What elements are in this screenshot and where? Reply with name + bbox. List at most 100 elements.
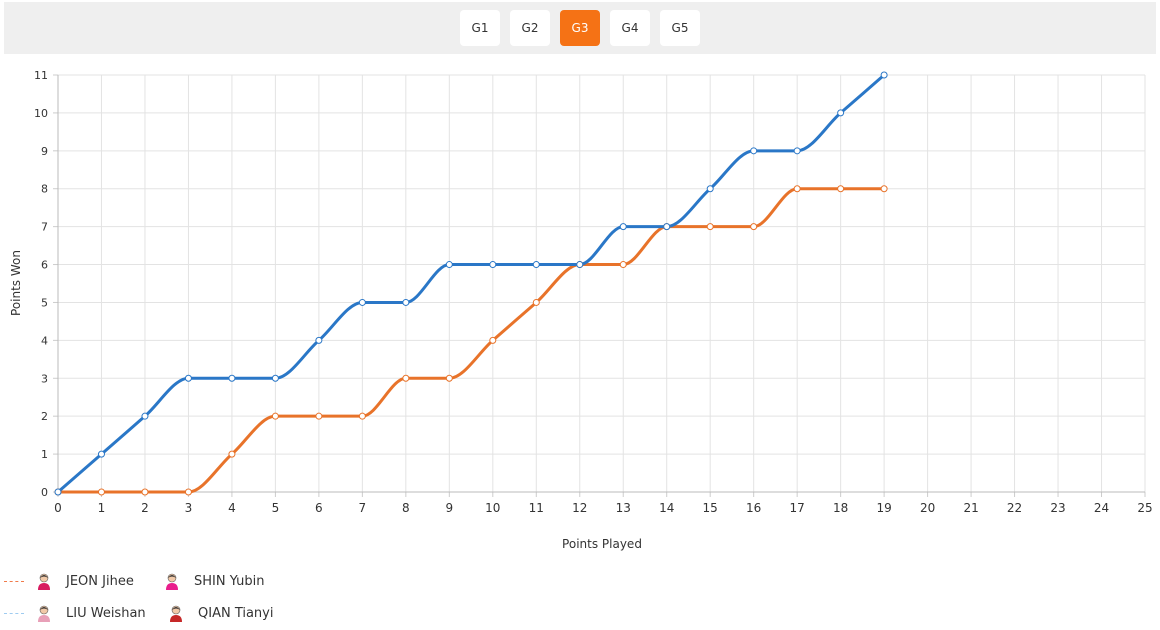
x-tick-label: 7 [359,501,367,515]
y-tick-label: 3 [41,372,48,385]
x-tick-label: 5 [272,501,280,515]
series-1-point [663,223,671,231]
game-tab-g3[interactable]: G3 [560,10,600,46]
series-1-point [402,298,410,306]
legend-player-name: SHIN Yubin [194,573,265,589]
series-1-point [837,109,845,117]
avatar-hair [40,575,48,578]
legend-line-team-1 [4,580,24,582]
x-tick-label: 19 [876,501,891,515]
x-tick-label: 16 [746,501,761,515]
x-tick-label: 1 [98,501,106,515]
x-tick-label: 11 [529,501,544,515]
legend-team-2-player-1[interactable]: LIU Weishan [4,602,146,624]
avatar-hair [40,607,48,610]
legend-player-name: QIAN Tianyi [198,605,274,621]
series-1-point [184,374,192,382]
x-tick-label: 17 [790,501,805,515]
x-axis-label: Points Played [562,537,642,551]
series-1-point [97,450,105,458]
series-2-point [402,374,410,382]
y-tick-label: 9 [41,145,48,158]
series-2-point [228,450,236,458]
player-avatar-icon [170,605,182,622]
series-2-point [315,412,323,420]
series-1-point [445,261,453,269]
x-tick-label: 22 [1007,501,1022,515]
player-avatar-icon [38,573,50,590]
x-tick-label: 18 [833,501,848,515]
x-tick-label: 8 [402,501,410,515]
series-2-point [793,185,801,193]
series-2-point [837,185,845,193]
series-2-point [445,374,453,382]
y-tick-labels: 0 1 2 3 4 5 6 7 8 9 10 11 [34,69,48,499]
series-1-point [619,223,627,231]
series-2-point [619,261,627,269]
series-1-point [880,71,888,79]
y-tick-label: 0 [41,486,48,499]
series-1-point [532,261,540,269]
y-tick-label: 8 [41,183,48,196]
x-tick-label: 0 [54,501,62,515]
avatar-hair [172,607,180,610]
series-2-point [532,298,540,306]
x-tick-label: 15 [703,501,718,515]
y-tick-label: 1 [41,448,48,461]
game-tab-g1[interactable]: G1 [460,10,500,46]
game-tab-g2[interactable]: G2 [510,10,550,46]
x-tick-label: 12 [572,501,587,515]
x-tick-label: 2 [141,501,149,515]
series-2-point [750,223,758,231]
x-tick-labels: 0 1 2 3 4 5 6 7 8 9 10 11 12 13 14 15 16 17 18 19 20 21 22 23 24… [54,501,1152,515]
series-1-point [489,261,497,269]
points-chart: 0 1 2 3 4 5 6 7 8 9 10 11 12 13 14 15 16 17 18 19 20 21 22 23 24… [9,69,1153,551]
game-tab-g5[interactable]: G5 [660,10,700,46]
legend-team-2-player-2[interactable]: QIAN Tianyi [168,602,273,624]
series-1-point [141,412,149,420]
chart-grid [57,74,1146,493]
y-axis-label: Points Won [9,250,23,316]
x-tick-label: 24 [1094,501,1109,515]
series-2-point [97,488,105,496]
x-tick-label: 13 [616,501,631,515]
series-1-point [315,336,323,344]
y-tick-label: 10 [34,107,48,120]
legend-team-1-player-1[interactable]: JEON Jihee [4,570,134,592]
series-2-point [489,336,497,344]
legend-player-name: JEON Jihee [66,573,134,589]
series-line-1 [56,73,886,494]
series-2-point [141,488,149,496]
series-1-point [54,488,62,496]
x-tick-label: 25 [1137,501,1152,515]
y-tick-label: 5 [41,296,48,309]
y-tick-label: 7 [41,221,48,234]
y-tick-label: 4 [41,334,48,347]
legend-team-1-player-2[interactable]: SHIN Yubin [164,570,265,592]
y-tick-label: 2 [41,410,48,423]
series-1-point [706,185,714,193]
x-tick-label: 23 [1050,501,1065,515]
series-2-point [706,223,714,231]
chart-axes [53,74,1146,497]
series-1-point [228,374,236,382]
legend: JEON Jihee SHIN Yubin LIU Weishan QIAN T… [0,568,400,628]
series-1-point [750,147,758,155]
x-tick-label: 4 [228,501,236,515]
game-tab-g4[interactable]: G4 [610,10,650,46]
series-2-point [184,488,192,496]
series-1-point [793,147,801,155]
series-1-point [271,374,279,382]
game-selector: G1 G2 G3 G4 G5 [4,2,1156,54]
x-tick-label: 3 [185,501,193,515]
x-tick-label: 9 [445,501,453,515]
avatar-hair [168,575,176,578]
y-tick-label: 11 [34,69,48,82]
player-avatar-icon [166,573,178,590]
avatar-body [38,583,50,590]
x-tick-label: 21 [963,501,978,515]
x-tick-label: 6 [315,501,323,515]
series-2-point [880,185,888,193]
x-tick-label: 10 [485,501,500,515]
x-tick-label: 20 [920,501,935,515]
